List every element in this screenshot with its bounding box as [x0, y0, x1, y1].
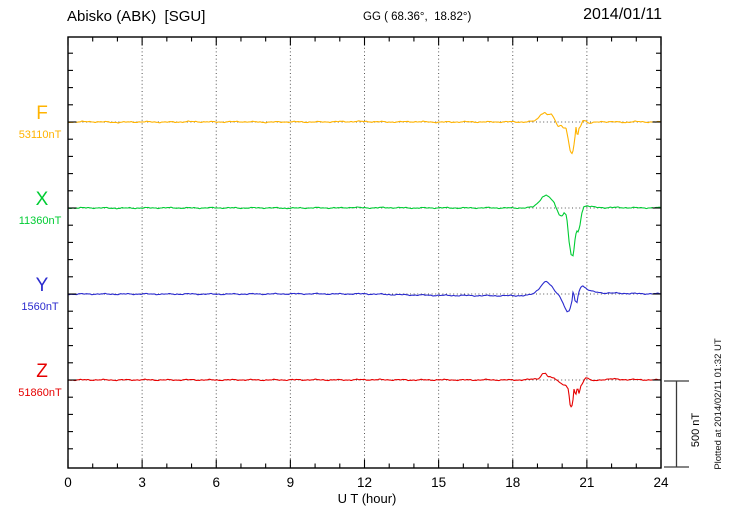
channel-label-y: Y: [35, 275, 49, 296]
geographic-coordinates: GG ( 68.36°, 18.82°): [363, 11, 472, 23]
x-axis-tick-label: 24: [653, 475, 669, 490]
x-axis-tick-label: 6: [212, 475, 221, 490]
plotted-at-timestamp: Plotted at 2014/02/11 01:32 UT: [713, 338, 724, 470]
channel-baseline-f: 53110nT: [18, 129, 62, 141]
plot-date: 2014/01/11: [583, 6, 662, 23]
x-axis-tick-label: 0: [64, 475, 72, 490]
x-axis-tick-label: 15: [431, 475, 447, 490]
channel-label-f: F: [36, 103, 48, 124]
trace-f: [67, 111, 661, 155]
x-axis-tick-label: 12: [356, 475, 373, 490]
x-axis-title: U T (hour): [337, 491, 397, 506]
trace-y: [67, 280, 661, 313]
x-axis-tick-label: 9: [286, 475, 295, 490]
trace-x: [68, 194, 662, 257]
trace-z: [67, 372, 662, 408]
x-axis-tick-label: 18: [505, 475, 521, 490]
channel-baseline-y: 1560nT: [21, 301, 59, 313]
channel-baseline-x: 11360nT: [18, 215, 62, 227]
channel-label-x: X: [35, 189, 49, 210]
channel-baseline-z: 51860nT: [18, 387, 62, 399]
station-title: Abisko (ABK) [SGU]: [67, 8, 206, 25]
x-axis-tick-label: 21: [579, 475, 595, 490]
x-axis-tick-label: 3: [138, 475, 146, 490]
channel-label-z: Z: [36, 361, 48, 382]
scale-bar-label: 500 nT: [690, 412, 702, 448]
